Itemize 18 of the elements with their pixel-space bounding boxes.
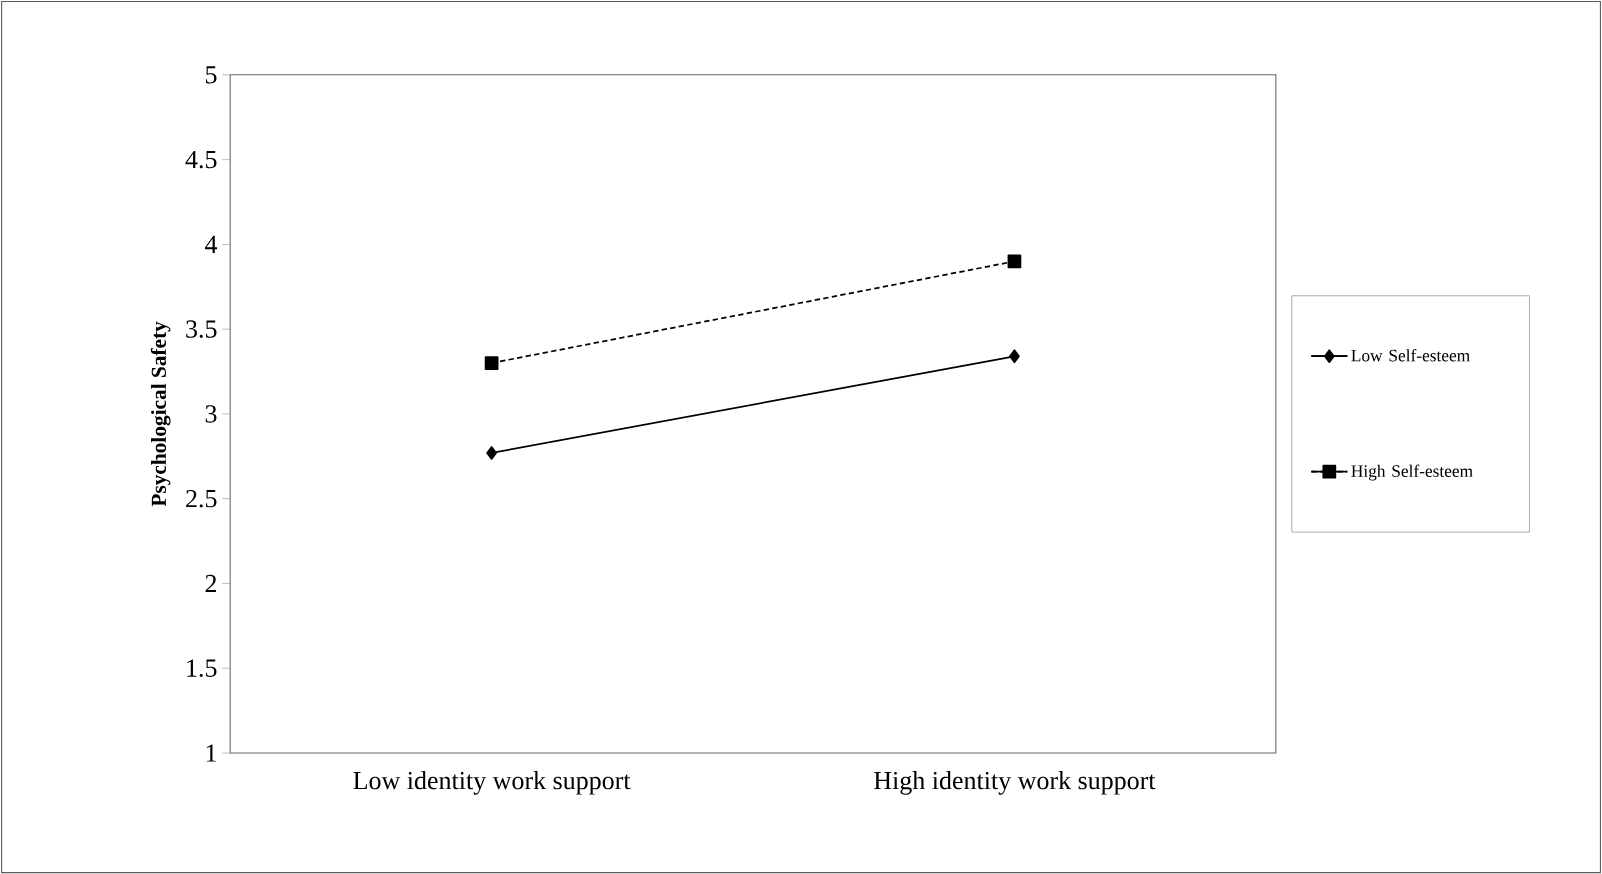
y-tick-label: 2.5	[186, 489, 217, 508]
y-tick-label: 5	[206, 66, 217, 84]
point	[1009, 349, 1020, 364]
legend-label: High Self-esteem	[1351, 464, 1473, 481]
y-tick-label: 1	[206, 744, 216, 762]
y-tick-label: 1.5	[187, 659, 217, 677]
y-tick-label: 4	[205, 235, 218, 253]
y-tick-label: 3	[205, 405, 217, 423]
y-tick-label: 3.5	[186, 320, 217, 338]
legend-label: Low Self-esteem	[1351, 348, 1470, 362]
point	[484, 356, 499, 370]
y-axis-title: Psychological Safety	[150, 321, 171, 507]
point	[486, 445, 497, 460]
y-tick-label: 4.5	[185, 150, 217, 169]
x-tick-label: Low identity work support	[353, 770, 631, 795]
y-tick-label: 2	[205, 574, 217, 592]
x-tick-label: High identity work support	[874, 770, 1156, 795]
point	[1007, 254, 1022, 269]
